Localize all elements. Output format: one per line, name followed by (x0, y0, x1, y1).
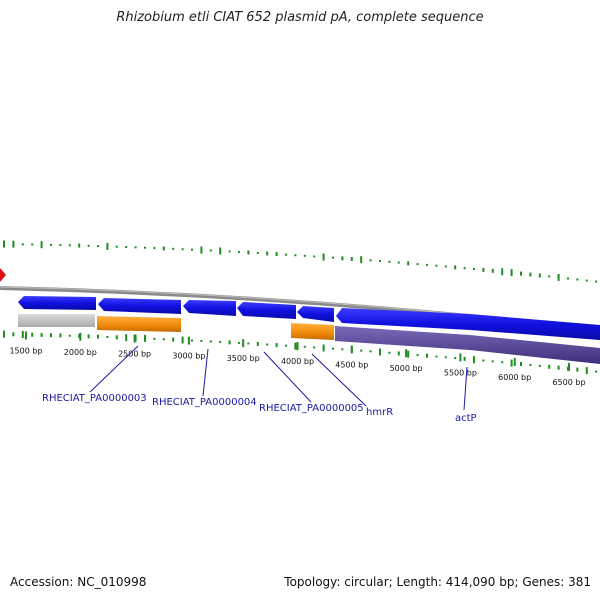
scale-tick-label: 5000 bp (390, 364, 423, 373)
scale-tick-label: 6000 bp (498, 373, 531, 382)
reverse-strand-track (18, 314, 600, 364)
map-summary: Topology: circular; Length: 414,090 bp; … (284, 575, 591, 589)
gene-label-leaders (89, 345, 468, 411)
cds-feature[interactable] (237, 302, 296, 319)
cds-feature[interactable] (18, 314, 95, 327)
scale-tick-label: 4000 bp (281, 357, 314, 366)
scale-tick-label: 6500 bp (552, 378, 585, 387)
gene-label[interactable]: actP (455, 413, 477, 424)
cds-feature[interactable] (98, 298, 181, 314)
gene-label[interactable]: RHECIAT_PA0000003 (42, 393, 147, 404)
gene-label[interactable]: hmrR (366, 407, 393, 418)
scale-tick-label: 5500 bp (444, 368, 477, 377)
cds-feature[interactable] (335, 326, 600, 364)
scale-tick-label: 2500 bp (118, 350, 151, 359)
gene-label[interactable]: RHECIAT_PA0000005 (259, 403, 364, 414)
origin-marker-icon (0, 268, 6, 282)
cds-feature[interactable] (291, 323, 334, 340)
scale-track: 1500 bp 2000 bp 2500 bp 3000 bp 3500 bp 4000 … (9, 331, 586, 387)
gene-labels: RHECIAT_PA0000003 RHECIAT_PA0000004 RHEC… (42, 393, 477, 424)
map-title: Rhizobium etli CIAT 652 plasmid pA, comp… (116, 10, 484, 25)
cds-feature[interactable] (336, 308, 600, 340)
scale-tick-label: 4500 bp (335, 360, 368, 369)
scale-tick-label: 2000 bp (64, 348, 97, 357)
cds-feature[interactable] (18, 296, 96, 310)
gene-label[interactable]: RHECIAT_PA0000004 (152, 397, 257, 408)
cds-feature[interactable] (183, 300, 236, 316)
gc-skew-track-upper (3, 240, 598, 283)
accession-label: Accession: NC_010998 (10, 575, 147, 589)
scale-tick-label: 1500 bp (9, 346, 42, 355)
scale-tick-label: 3500 bp (227, 354, 260, 363)
cds-feature[interactable] (297, 306, 334, 322)
cds-feature[interactable] (97, 316, 181, 332)
scale-tick-label: 3000 bp (172, 352, 205, 361)
forward-strand-track (18, 296, 600, 340)
